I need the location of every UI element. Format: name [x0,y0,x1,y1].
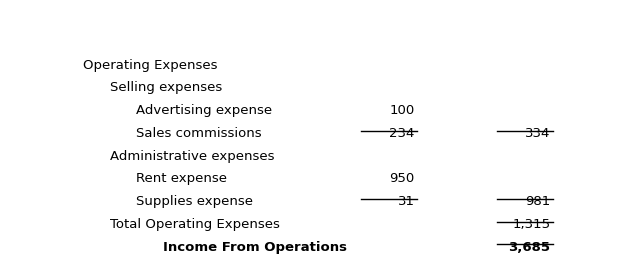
Text: 950: 950 [389,172,415,185]
Text: 3,685: 3,685 [508,241,551,254]
Text: 234: 234 [389,127,415,140]
Text: 334: 334 [525,127,551,140]
Text: Rent expense: Rent expense [136,172,228,185]
Text: Sales commissions: Sales commissions [136,127,262,140]
Text: Operating Expenses: Operating Expenses [83,59,217,72]
Text: 1,315: 1,315 [512,218,551,231]
Text: 981: 981 [525,195,551,208]
Text: Administrative expenses: Administrative expenses [109,150,274,163]
Text: Advertising expense: Advertising expense [136,104,272,117]
Text: Supplies expense: Supplies expense [136,195,253,208]
Text: 31: 31 [398,195,415,208]
Text: Total Operating Expenses: Total Operating Expenses [109,218,279,231]
Text: 100: 100 [389,104,415,117]
Text: Income From Operations: Income From Operations [163,241,347,254]
Text: Selling expenses: Selling expenses [109,81,222,94]
